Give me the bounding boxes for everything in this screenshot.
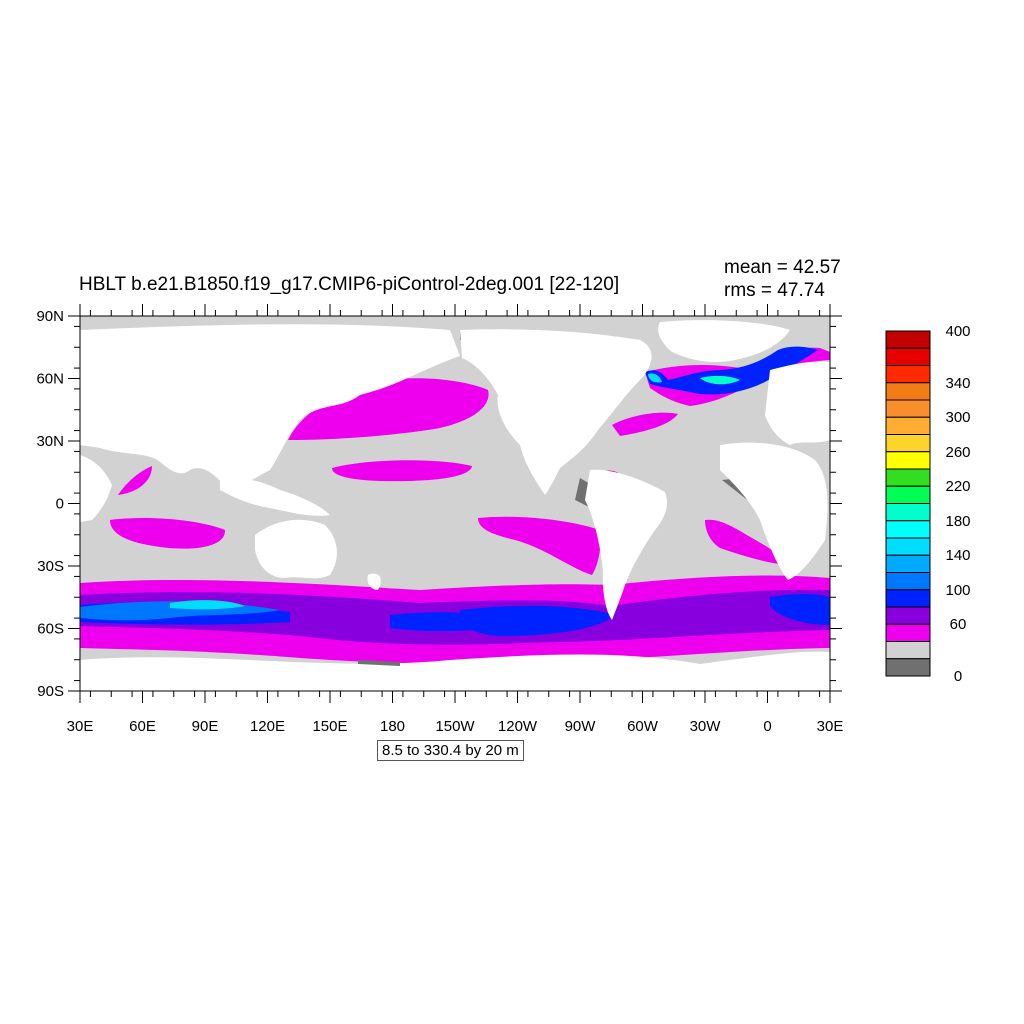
australia-land	[255, 519, 337, 579]
lon-label: 150E	[312, 718, 347, 735]
antarctica-land	[80, 651, 830, 691]
eurasia-land	[80, 324, 460, 489]
lon-label: 120W	[498, 718, 538, 735]
colorbar-label: 260	[945, 444, 970, 461]
colorbar-labels: 400 340 300 260 220 180 140 100 60 0	[945, 323, 970, 685]
lat-label: 90N	[36, 308, 64, 325]
longitude-labels: 30E 60E 90E 120E 150E 180 150W 120W 90W 60W 30W 0 30…	[67, 718, 844, 735]
new-zealand-land	[367, 573, 381, 590]
colorbar-box	[885, 365, 931, 384]
rms-value: rms = 47.74	[724, 280, 825, 301]
south-america-land	[585, 469, 667, 620]
lon-label: 120E	[250, 718, 285, 735]
europe-land	[765, 361, 830, 445]
colorbar-box	[885, 623, 931, 642]
lat-label: 60N	[36, 371, 64, 388]
lon-label: 60E	[129, 718, 156, 735]
arabian-sea-60-blob	[118, 466, 152, 495]
colorbar-box	[885, 382, 931, 401]
colorbar-box	[885, 554, 931, 573]
southern-ocean-100-band	[770, 594, 830, 625]
lat-label: 30S	[37, 558, 64, 575]
nordic-seas-core	[700, 375, 740, 385]
map-title: HBLT b.e21.B1850.f19_g17.CMIP6-piControl…	[79, 274, 620, 295]
lon-label: 150W	[435, 718, 475, 735]
north-america-land	[460, 329, 652, 495]
lon-label: 90E	[192, 718, 219, 735]
lat-label: 60S	[37, 621, 64, 638]
lat-label: 90S	[37, 683, 64, 700]
colorbar-label: 400	[945, 323, 970, 340]
south-atlantic-60-blob	[705, 519, 788, 565]
lon-label: 180	[380, 718, 405, 735]
colorbar-box	[885, 606, 931, 625]
lon-label: 60W	[627, 718, 659, 735]
colorbar-box	[885, 503, 931, 522]
equatorial-pacific-60-blob	[332, 460, 472, 482]
colorbar-label: 100	[945, 582, 970, 599]
stats-panel: mean = 42.57 rms = 47.74	[724, 256, 841, 302]
lon-label: 0	[763, 718, 771, 735]
colorbar-box	[885, 434, 931, 453]
south-indian-60-blob	[110, 518, 226, 549]
colorbar-box	[885, 451, 931, 470]
southern-ocean-100-band	[459, 605, 615, 636]
colorbar-label: 60	[950, 616, 967, 633]
contour-range-label: 8.5 to 330.4 by 20 m	[377, 740, 524, 761]
colorbar-label: 220	[945, 478, 970, 495]
axis-ticks	[68, 304, 842, 703]
colorbar-box	[885, 520, 931, 539]
labrador-sea-core	[648, 373, 662, 383]
lon-label: 30W	[690, 718, 722, 735]
colorbar-label: 340	[945, 375, 970, 392]
colorbar-box	[885, 641, 931, 660]
lon-label: 30E	[817, 718, 844, 735]
colorbar-label: 0	[954, 668, 962, 685]
colorbar-box	[885, 416, 931, 435]
colorbar-box	[885, 658, 931, 677]
colorbar-label: 300	[945, 409, 970, 426]
africa-east-land	[80, 455, 112, 522]
mean-value: mean = 42.57	[724, 257, 841, 278]
colorbar-box	[885, 347, 931, 366]
colorbar	[885, 330, 931, 677]
lon-label: 30E	[67, 718, 94, 735]
maritime-continent-land	[220, 478, 330, 516]
north-pacific-60-blob	[288, 378, 489, 440]
colorbar-box	[885, 468, 931, 487]
colorbar-label: 180	[945, 513, 970, 530]
southern-ocean-140-band	[170, 600, 245, 610]
colorbar-box	[885, 537, 931, 556]
greenland-land	[658, 320, 790, 363]
labrador-sea-deep-region	[645, 346, 818, 395]
colorbar-box	[885, 399, 931, 418]
africa-land	[720, 442, 828, 580]
south-pacific-60-blob	[478, 516, 601, 575]
north-atlantic-60-blob	[612, 412, 678, 436]
latitude-labels: 90N 60N 30N 0 30S 60S 90S	[36, 308, 64, 700]
lon-label: 90W	[565, 718, 597, 735]
colorbar-box	[885, 485, 931, 504]
colorbar-box	[885, 572, 931, 591]
colorbar-label: 140	[945, 547, 970, 564]
lat-label: 30N	[36, 433, 64, 450]
lat-label: 0	[56, 496, 64, 513]
antarctic-shelf-shallow	[358, 660, 400, 666]
colorbar-box	[885, 589, 931, 608]
colorbar-box	[885, 330, 931, 349]
